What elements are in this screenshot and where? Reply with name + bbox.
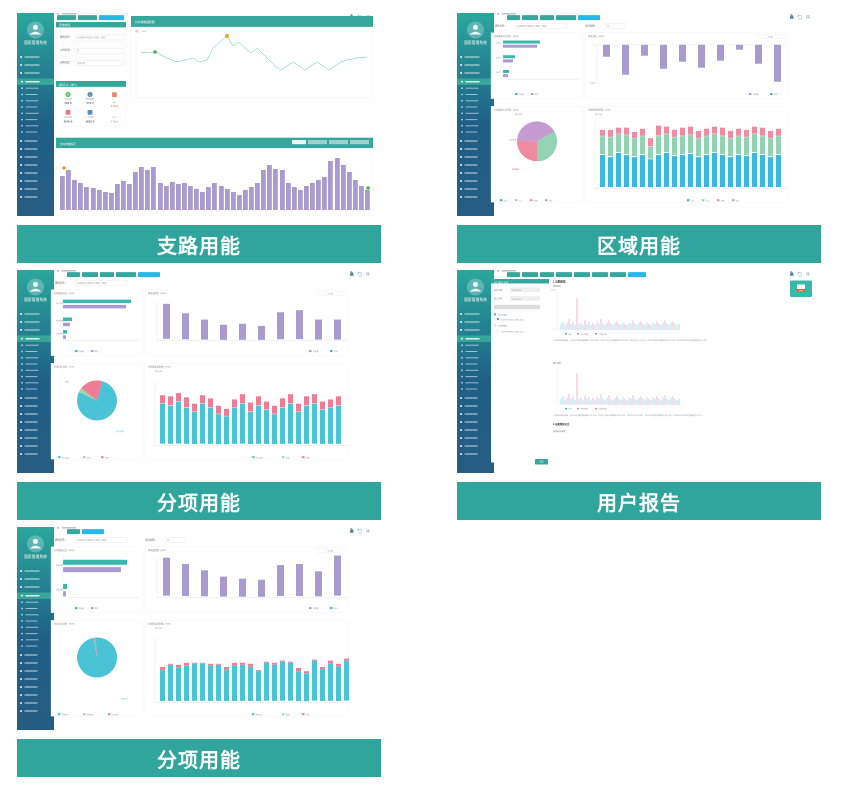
svg-text:单位:kWh: 单位:kWh	[595, 113, 602, 116]
svg-text:查询条件: 查询条件	[59, 23, 70, 27]
svg-text:建筑名称：: 建筑名称：	[495, 23, 507, 27]
svg-text:建筑名称：: 建筑名称：	[60, 35, 72, 39]
svg-text:动力: 动力	[691, 199, 695, 202]
svg-text:用电分析: 用电分析	[62, 713, 69, 716]
svg-text:0: 0	[594, 45, 595, 47]
svg-text:近期品类：: 近期品类：	[60, 60, 72, 64]
svg-text:国家管理系统: 国家管理系统	[24, 40, 47, 45]
svg-text:空调: 空调	[87, 456, 91, 459]
svg-text:建筑名称：: 建筑名称：	[55, 537, 67, 541]
svg-text:国家管理系统: 国家管理系统	[24, 554, 47, 559]
svg-text:9046.8: 9046.8	[64, 120, 73, 124]
svg-text:593.8: 593.8	[65, 101, 72, 105]
svg-text:从系统监测数据来看：2024年6月数值电量最高为10500: 从系统监测数据来看：2024年6月数值电量最高为10500 KWh；2024年7…	[553, 339, 708, 342]
svg-text:国家管理系统: 国家管理系统	[24, 297, 47, 302]
svg-text:0.7%▼: 0.7%▼	[111, 121, 119, 124]
svg-text:办公: 办公	[519, 199, 523, 202]
svg-text:照明: 照明	[306, 456, 310, 459]
svg-text:￥: ￥	[67, 93, 70, 97]
svg-text:比较周期：: 比较周期：	[145, 537, 157, 541]
svg-text:建筑名称：: 建筑名称：	[55, 280, 67, 284]
svg-text:分时用电情况: 分时用电情况	[60, 142, 76, 146]
svg-text:动力: 动力	[504, 199, 508, 202]
svg-text:国家管理系统: 国家管理系统	[464, 40, 487, 45]
svg-text:2.长期趋势对比: 2.长期趋势对比	[553, 422, 570, 426]
svg-text:比较周期：: 比较周期：	[585, 23, 597, 27]
svg-text:办公: 办公	[706, 199, 710, 202]
svg-text:动力设备: 动力设备	[62, 456, 69, 459]
svg-text:1.当期趋势: 1.当期趋势	[553, 280, 566, 284]
svg-text:照明: 照明	[286, 713, 290, 716]
svg-text:单位:kWh: 单位:kWh	[155, 370, 162, 373]
svg-text:国家管理系统: 国家管理系统	[464, 297, 487, 302]
svg-text:8,000: 8,000	[551, 289, 555, 291]
svg-text:2024-02-01: 2024-02-01	[512, 299, 521, 301]
svg-text:分时用电趋势图: 分时用电趋势图	[135, 20, 155, 24]
svg-text:照明插座: 照明插座	[87, 713, 94, 716]
svg-text:用电分析: 用电分析	[256, 713, 263, 716]
svg-text:制冷: 制冷	[736, 199, 740, 202]
svg-text:照明: 照明	[105, 456, 109, 459]
svg-text:照明: 照明	[534, 199, 538, 202]
svg-text:⌛: ⌛	[89, 93, 92, 97]
svg-text:能耗汇总（本日）: 能耗汇总（本日）	[59, 82, 78, 86]
svg-text:2024-02-01: 2024-02-01	[512, 290, 521, 292]
svg-text:单位:kWh: 单位:kWh	[155, 627, 162, 630]
svg-text:8882.8: 8882.8	[86, 120, 95, 124]
svg-text:空调系统: 空调系统	[112, 713, 119, 716]
svg-text:公用区域：: 公用区域：	[60, 48, 72, 52]
svg-text:-25,000: -25,000	[589, 83, 595, 85]
svg-text:空调: 空调	[286, 456, 290, 459]
svg-text:制冷: 制冷	[549, 199, 553, 202]
svg-text:动力设备: 动力设备	[256, 456, 263, 459]
svg-text:空调: 空调	[306, 713, 310, 716]
svg-text:575.0: 575.0	[87, 101, 94, 105]
svg-text:3.1%▲: 3.1%▲	[111, 105, 119, 108]
svg-text:照明: 照明	[721, 199, 725, 202]
svg-text:从系统监测数据来看：2024年6月数值电费最高为256.79: 从系统监测数据来看：2024年6月数值电费最高为256.79元；2024年7月累…	[553, 414, 704, 417]
